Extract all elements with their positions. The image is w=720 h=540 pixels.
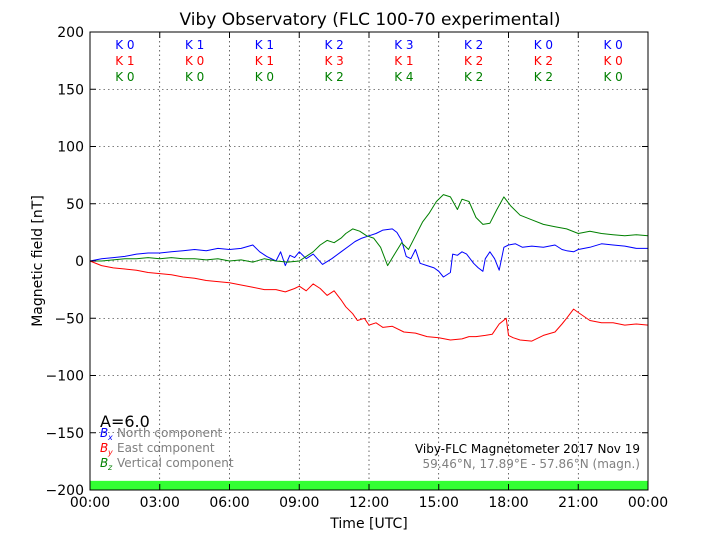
x-axis-label: Time [UTC] [329,516,407,532]
k-index-value: K 2 [464,70,483,84]
y-tick-label: −150 [46,426,84,442]
legend-subscript: x [107,433,113,442]
x-tick-label: 18:00 [488,495,528,511]
legend-subscript: z [107,463,113,472]
k-index-value: K 0 [255,70,274,84]
k-index-value: K 2 [324,38,343,52]
k-index-value: K 4 [394,70,413,84]
k-index-value: K 1 [115,54,134,68]
location-info: 59.46°N, 17.89°E - 57.86°N (magn.) [423,457,640,471]
series-line-east-component [89,260,649,342]
x-tick-label: 21:00 [558,495,598,511]
k-index-value: K 1 [255,54,274,68]
k-index-value: K 3 [394,38,413,52]
k-index-value: K 1 [185,38,204,52]
k-index-value: K 0 [534,38,553,52]
k-index-value: K 2 [464,54,483,68]
legend-symbol: B [100,456,108,470]
legend-symbol: B [100,441,108,455]
grid [90,32,648,490]
legend-label: Vertical component [117,456,234,470]
k-index-value: K 3 [324,54,343,68]
series-line-north-component [89,228,648,278]
k-index-value: K 0 [185,54,204,68]
series-line-vertical-component [90,194,649,267]
a-index-label: A=6.0 [100,412,150,431]
x-tick-label: 12:00 [349,495,389,511]
k-index-value: K 2 [324,70,343,84]
k-index-value: K 0 [185,70,204,84]
instrument-info: Viby-FLC Magnetometer 2017 Nov 19 [415,442,640,456]
y-axis-label: Magnetic field [nT] [30,195,46,327]
legend-label: North component [117,426,223,440]
series-lines [89,194,649,342]
x-tick-label: 00:00 [70,495,110,511]
y-tick-label: 150 [57,82,84,98]
x-tick-label: 15:00 [419,495,459,511]
chart-title: Viby Observatory (FLC 100-70 experimenta… [180,10,561,30]
k-index-table: K 0 K 1 K 1 K 2 K 3 K 2 K 0 K 0 K 1 K 0 K 1 K 3 K 1 K… [115,38,623,84]
y-tick-label: −50 [54,311,84,327]
k-index-value: K 2 [464,38,483,52]
y-tick-label: 200 [57,25,84,41]
x-tick-label: 09:00 [279,495,319,511]
x-tick-label: 00:00 [628,495,668,511]
k-index-value: K 0 [115,38,134,52]
legend-subscript: y [107,448,113,457]
y-tick-label: −100 [46,369,84,385]
y-tick-label: −200 [46,483,84,499]
k-index-value: K 0 [603,54,622,68]
k-index-value: K 0 [603,70,622,84]
x-tick-label: 03:00 [140,495,180,511]
x-tick-label: 06:00 [209,495,249,511]
k-index-value: K 1 [255,38,274,52]
k-index-value: K 2 [534,54,553,68]
k-index-value: K 0 [115,70,134,84]
k-index-value: K 2 [534,70,553,84]
legend-symbol: B [100,426,108,440]
y-tick-label: 50 [66,197,84,213]
x-axis-ticks: 00:00 03:00 06:00 09:00 12:00 15:00 18:00 21:00… [70,32,668,511]
k-index-value: K 0 [603,38,622,52]
y-tick-label: 100 [57,140,84,156]
k-index-value: K 1 [394,54,413,68]
y-axis-ticks: −200 −150 −100 −50 0 50 100 150 200 [46,25,648,499]
y-tick-label: 0 [75,254,84,270]
legend-label: East component [117,441,215,455]
